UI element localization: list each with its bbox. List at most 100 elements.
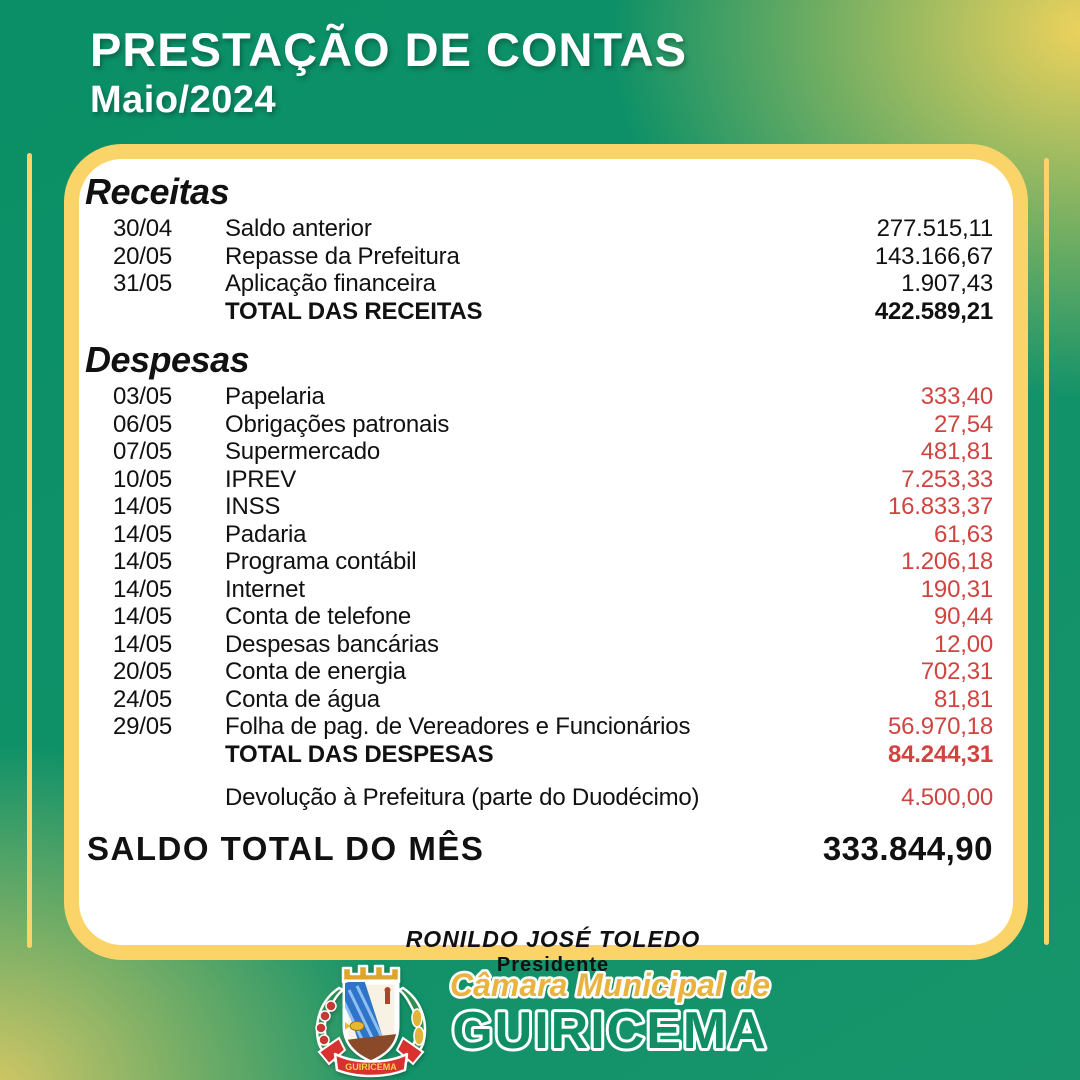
entry-label: Despesas bancárias (225, 630, 439, 658)
crest-banner-text: GUIRICEMA (345, 1062, 397, 1072)
ledger-row: 10/05 IPREV 7.253,33 (113, 466, 993, 494)
entry-date: 20/05 (113, 242, 173, 270)
receitas-total-row: TOTAL DAS RECEITAS 422.589,21 (113, 298, 993, 326)
ledger-row: 06/05 Obrigações patronais 27,54 (113, 411, 993, 439)
entry-value: 481,81 (920, 438, 993, 465)
crest-right-branch (396, 986, 427, 1064)
ledger-row: 03/05 Papelaria 333,40 (113, 383, 993, 411)
entry-label: INSS (225, 493, 281, 520)
entry-label: IPREV (225, 465, 297, 493)
org-name-block: Câmara Municipal de GUIRICEMA (447, 965, 772, 1064)
accounts-card: Receitas 30/04 Saldo anterior 277.515,11… (64, 144, 1028, 976)
entry-label: Conta de água (225, 685, 380, 713)
receitas-total-label: TOTAL DAS RECEITAS (225, 297, 483, 325)
ledger-row: 14/05 Internet 190,31 (113, 576, 993, 604)
crest-crown (341, 964, 401, 984)
entry-value: 7.253,33 (901, 465, 993, 493)
entry-label: Obrigações patronais (225, 410, 450, 438)
entry-value: 16.833,37 (888, 493, 993, 520)
despesas-heading: Despesas (85, 339, 250, 380)
entry-date: 14/05 (113, 630, 173, 658)
entry-date: 20/05 (113, 658, 173, 685)
despesas-section: Despesas 03/05 Papelaria 333,40 06/05 Ob… (85, 339, 993, 769)
despesas-total-label: TOTAL DAS DESPESAS (225, 740, 494, 768)
devolucao-label: Devolução à Prefeitura (parte do Duodéci… (225, 784, 700, 811)
page-subtitle: Maio/2024 (90, 79, 277, 121)
entry-date: 30/04 (113, 215, 173, 242)
crest-shield (342, 979, 400, 1063)
entry-date: 07/05 (113, 438, 173, 465)
entry-date: 14/05 (113, 575, 173, 603)
entry-date: 14/05 (113, 548, 173, 575)
entry-value: 1.206,18 (901, 548, 993, 575)
despesas-rows: 03/05 Papelaria 333,40 06/05 Obrigações … (113, 383, 993, 741)
receitas-heading: Receitas (85, 171, 230, 212)
entry-date: 31/05 (113, 270, 173, 297)
entry-value: 12,00 (933, 630, 993, 658)
signature-block: RONILDO JOSÉ TOLEDO Presidente (113, 926, 993, 977)
entry-value: 81,81 (933, 685, 993, 713)
entry-label: Padaria (225, 520, 307, 548)
entry-value: 190,31 (920, 575, 993, 603)
entry-label: Repasse da Prefeitura (225, 242, 460, 270)
ledger-row: 24/05 Conta de água 81,81 (113, 686, 993, 714)
entry-value: 61,63 (933, 520, 993, 548)
devolucao-value: 4.500,00 (901, 784, 993, 811)
ledger-row: 31/05 Aplicação financeira 1.907,43 (113, 270, 993, 298)
footer: GUIRICEMA Câmara Municipal de GUIRICEMA (0, 958, 1080, 1080)
ledger-row: 14/05 INSS 16.833,37 (113, 493, 993, 521)
org-name-line2: GUIRICEMA (452, 1002, 768, 1060)
page-header: PRESTAÇÃO DE CONTAS Maio/2024 (90, 22, 687, 122)
entry-label: Saldo anterior (225, 215, 372, 242)
entry-value: 333,40 (920, 383, 993, 410)
right-accent-line (1044, 158, 1049, 945)
entry-label: Supermercado (225, 438, 381, 465)
crest-ribbon: GUIRICEMA (317, 1036, 425, 1078)
entry-date: 14/05 (113, 520, 173, 548)
entry-label: Programa contábil (225, 548, 417, 575)
entry-label: Folha de pag. de Vereadores e Funcionári… (225, 713, 691, 740)
entry-value: 27,54 (933, 410, 993, 438)
entry-label: Conta de telefone (225, 603, 412, 630)
ledger-row: 14/05 Despesas bancárias 12,00 (113, 631, 993, 659)
entry-date: 14/05 (113, 493, 173, 520)
entry-date: 06/05 (113, 410, 173, 438)
entry-value: 90,44 (933, 603, 993, 630)
saldo-label: SALDO TOTAL DO MÊS (87, 829, 485, 867)
ledger-row: 20/05 Conta de energia 702,31 (113, 658, 993, 686)
entry-label: Conta de energia (225, 658, 406, 685)
org-name-line1: Câmara Municipal de (450, 967, 770, 1003)
entry-label: Aplicação financeira (225, 270, 436, 297)
page-title: PRESTAÇÃO DE CONTAS (90, 23, 687, 76)
municipal-crest-icon: GUIRICEMA (315, 964, 427, 1078)
receitas-rows: 30/04 Saldo anterior 277.515,11 20/05 Re… (113, 215, 993, 298)
ledger-row: 14/05 Conta de telefone 90,44 (113, 603, 993, 631)
ledger-row: 07/05 Supermercado 481,81 (113, 438, 993, 466)
entry-value: 277.515,11 (876, 215, 994, 242)
entry-date: 03/05 (113, 383, 173, 410)
entry-value: 702,31 (920, 658, 993, 685)
ledger-row: 29/05 Folha de pag. de Vereadores e Func… (113, 713, 993, 741)
despesas-total-value: 84.244,31 (888, 740, 993, 768)
saldo-value: 333.844,90 (822, 829, 993, 867)
receitas-section: Receitas 30/04 Saldo anterior 277.515,11… (85, 171, 993, 326)
entry-value: 56.970,18 (888, 713, 993, 740)
left-accent-line (27, 153, 32, 948)
signature-role: Presidente (496, 953, 610, 976)
entry-date: 24/05 (113, 685, 173, 713)
devolucao-row: Devolução à Prefeitura (parte do Duodéci… (113, 784, 993, 812)
entry-date: 29/05 (113, 713, 173, 740)
entry-date: 10/05 (113, 465, 173, 493)
ledger-row: 14/05 Programa contábil 1.206,18 (113, 548, 993, 576)
crest-left-branch (315, 986, 346, 1064)
entry-date: 14/05 (113, 603, 173, 630)
entry-label: Internet (225, 575, 305, 603)
entry-value: 143.166,67 (874, 242, 993, 270)
saldo-row: SALDO TOTAL DO MÊS 333.844,90 (87, 830, 993, 868)
entry-value: 1.907,43 (901, 270, 993, 297)
ledger-row: 14/05 Padaria 61,63 (113, 521, 993, 549)
despesas-total-row: TOTAL DAS DESPESAS 84.244,31 (113, 741, 993, 769)
ledger-row: 30/04 Saldo anterior 277.515,11 (113, 215, 993, 243)
entry-label: Papelaria (225, 383, 325, 410)
